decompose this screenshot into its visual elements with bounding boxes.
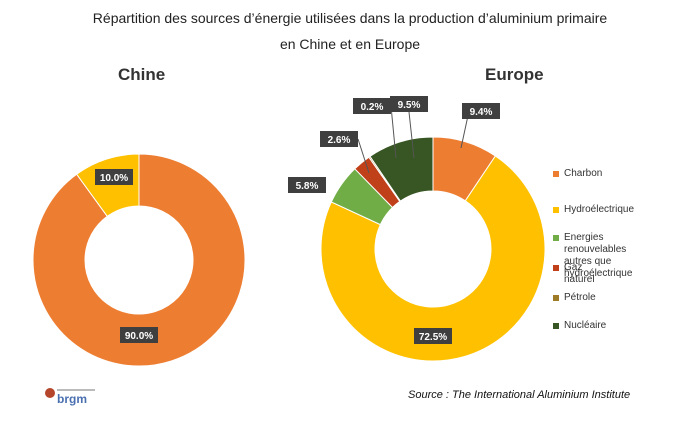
brgm-logo: brgm [44,387,96,409]
slice-1-5 [369,136,434,202]
figure-title-line-2: en Chine et en Europe [279,36,421,52]
legend-label: Hydroélectrique [564,204,635,215]
legend-swatch [553,265,559,271]
data-label-1-3-box [320,131,358,147]
data-label-0-0-box [120,327,158,343]
legend-item: Pétrole [553,292,596,304]
leader-line-1-3 [357,138,370,174]
data-label-1-5: 9.5% [398,100,421,111]
legend-swatch [553,323,559,329]
legend-item: Gaz naturel [553,262,595,286]
data-label-1-0: 9.4% [470,107,493,118]
legend-swatch [553,207,559,213]
data-label-1-2: 5.8% [296,181,319,192]
slice-1-1 [320,155,546,362]
data-label-0-1: 10.0% [100,173,128,184]
legend-swatch [553,235,559,241]
data-label-1-1: 72.5% [419,332,447,343]
legend-label: Charbon [564,168,603,179]
data-label-1-0-box [462,103,500,119]
data-label-1-4: 0.2% [361,102,384,113]
legend-label: Energies renouvelables autres que hydroé… [564,232,633,279]
legend-item: Charbon [553,168,602,180]
chart-title-chine: Chine [118,65,166,84]
data-label-1-1-box [414,328,452,344]
chart-title-europe: Europe [485,65,544,84]
data-label-1-2-box [288,177,326,193]
data-label-1-3: 2.6% [328,135,351,146]
leader-line-1-4 [390,105,397,159]
legend-swatch [553,295,559,301]
leader-line-1-5 [408,111,415,159]
figure-title-line-1: Répartition des sources d’énergie utilis… [92,10,608,26]
legend-item: Nucléaire [553,320,606,332]
legend-label: Pétrole [564,292,596,303]
legend-item: Energies renouvelables autres que hydroé… [553,232,632,280]
legend-label: Nucléaire [564,320,607,331]
data-label-1-5-box [390,96,428,112]
brgm-logo-mark-icon [45,388,55,398]
source-note: Source : The International Aluminium Ins… [408,389,631,401]
legend-item: Hydroélectrique [553,204,634,216]
legend-label: Gaz naturel [564,262,595,285]
data-label-0-1-box [95,169,133,185]
data-label-0-0: 90.0% [125,331,153,342]
legend-swatch [553,171,559,177]
brgm-logo-tagline [57,389,95,391]
slice-0-0 [32,153,246,367]
data-label-1-4-box [353,98,391,114]
brgm-logo-text: brgm [57,392,87,406]
